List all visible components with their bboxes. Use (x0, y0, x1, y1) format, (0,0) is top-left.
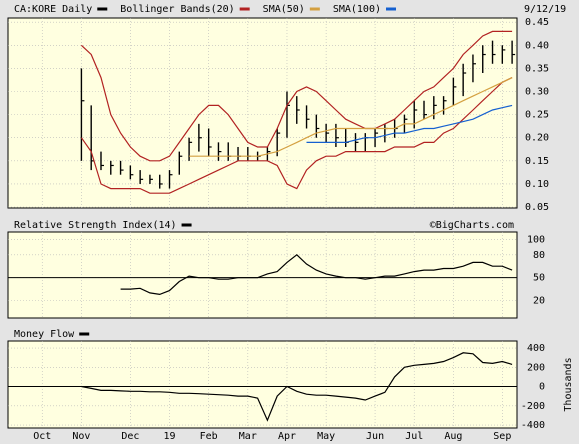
x-tick-label: Feb (200, 431, 218, 442)
legend-swatch (239, 7, 250, 11)
legend-swatch (181, 223, 192, 227)
y-tick-label: 200 (527, 362, 545, 373)
legend-label: SMA(50) (263, 4, 305, 15)
line (189, 77, 513, 157)
y-axis-label: Thousands (563, 357, 574, 411)
legend-swatch (97, 7, 108, 11)
legend-swatch (79, 332, 90, 336)
x-tick-label: 19 (163, 431, 175, 442)
y-tick-label: 0.35 (525, 63, 549, 74)
y-tick-label: 0.15 (525, 156, 549, 167)
y-tick-label: 400 (527, 343, 545, 354)
x-tick-label: Aug (444, 431, 462, 442)
x-tick-label: Nov (72, 431, 90, 442)
y-tick-label: 100 (527, 235, 545, 246)
x-tick-label: Jul (405, 431, 423, 442)
y-tick-label: 20 (533, 295, 545, 306)
y-tick-label: 0.40 (525, 40, 549, 51)
x-tick-label: Jun (366, 431, 384, 442)
legend-swatch (309, 7, 320, 11)
line (120, 254, 513, 296)
line (81, 352, 513, 422)
legend-label: Money Flow (14, 329, 75, 340)
y-tick-label: 0.45 (525, 17, 549, 28)
x-tick-label: Mar (239, 431, 257, 442)
y-tick-label: 0.25 (525, 110, 549, 121)
y-tick-label: 0.30 (525, 87, 549, 98)
legend-label: Bollinger Bands(20) (120, 4, 234, 15)
x-tick-label: Oct (33, 431, 51, 442)
line (306, 104, 513, 143)
legend-label: CA:KORE Daily (14, 4, 92, 15)
y-tick-label: 0.05 (525, 202, 549, 213)
x-tick-label: Sep (493, 431, 511, 442)
line (80, 30, 513, 162)
legend-label: SMA(100) (333, 4, 381, 15)
x-tick-label: Apr (278, 431, 296, 442)
panel (7, 231, 518, 319)
y-tick-label: -200 (521, 401, 545, 412)
panel (7, 17, 518, 209)
y-tick-label: 0.20 (525, 133, 549, 144)
y-tick-label: -400 (521, 420, 545, 431)
y-tick-label: 0.10 (525, 179, 549, 190)
watermark: ©BigCharts.com (430, 220, 514, 231)
line (80, 77, 513, 194)
panel (7, 340, 518, 429)
legend-swatch (386, 7, 396, 11)
x-tick-label: May (317, 431, 335, 442)
y-tick-label: 50 (533, 273, 545, 284)
legend-label: Relative Strength Index(14) (14, 220, 177, 231)
y-tick-label: 80 (533, 250, 545, 261)
date-label: 9/12/19 (524, 4, 566, 15)
x-tick-label: Dec (121, 431, 139, 442)
y-tick-label: 0 (539, 382, 545, 393)
